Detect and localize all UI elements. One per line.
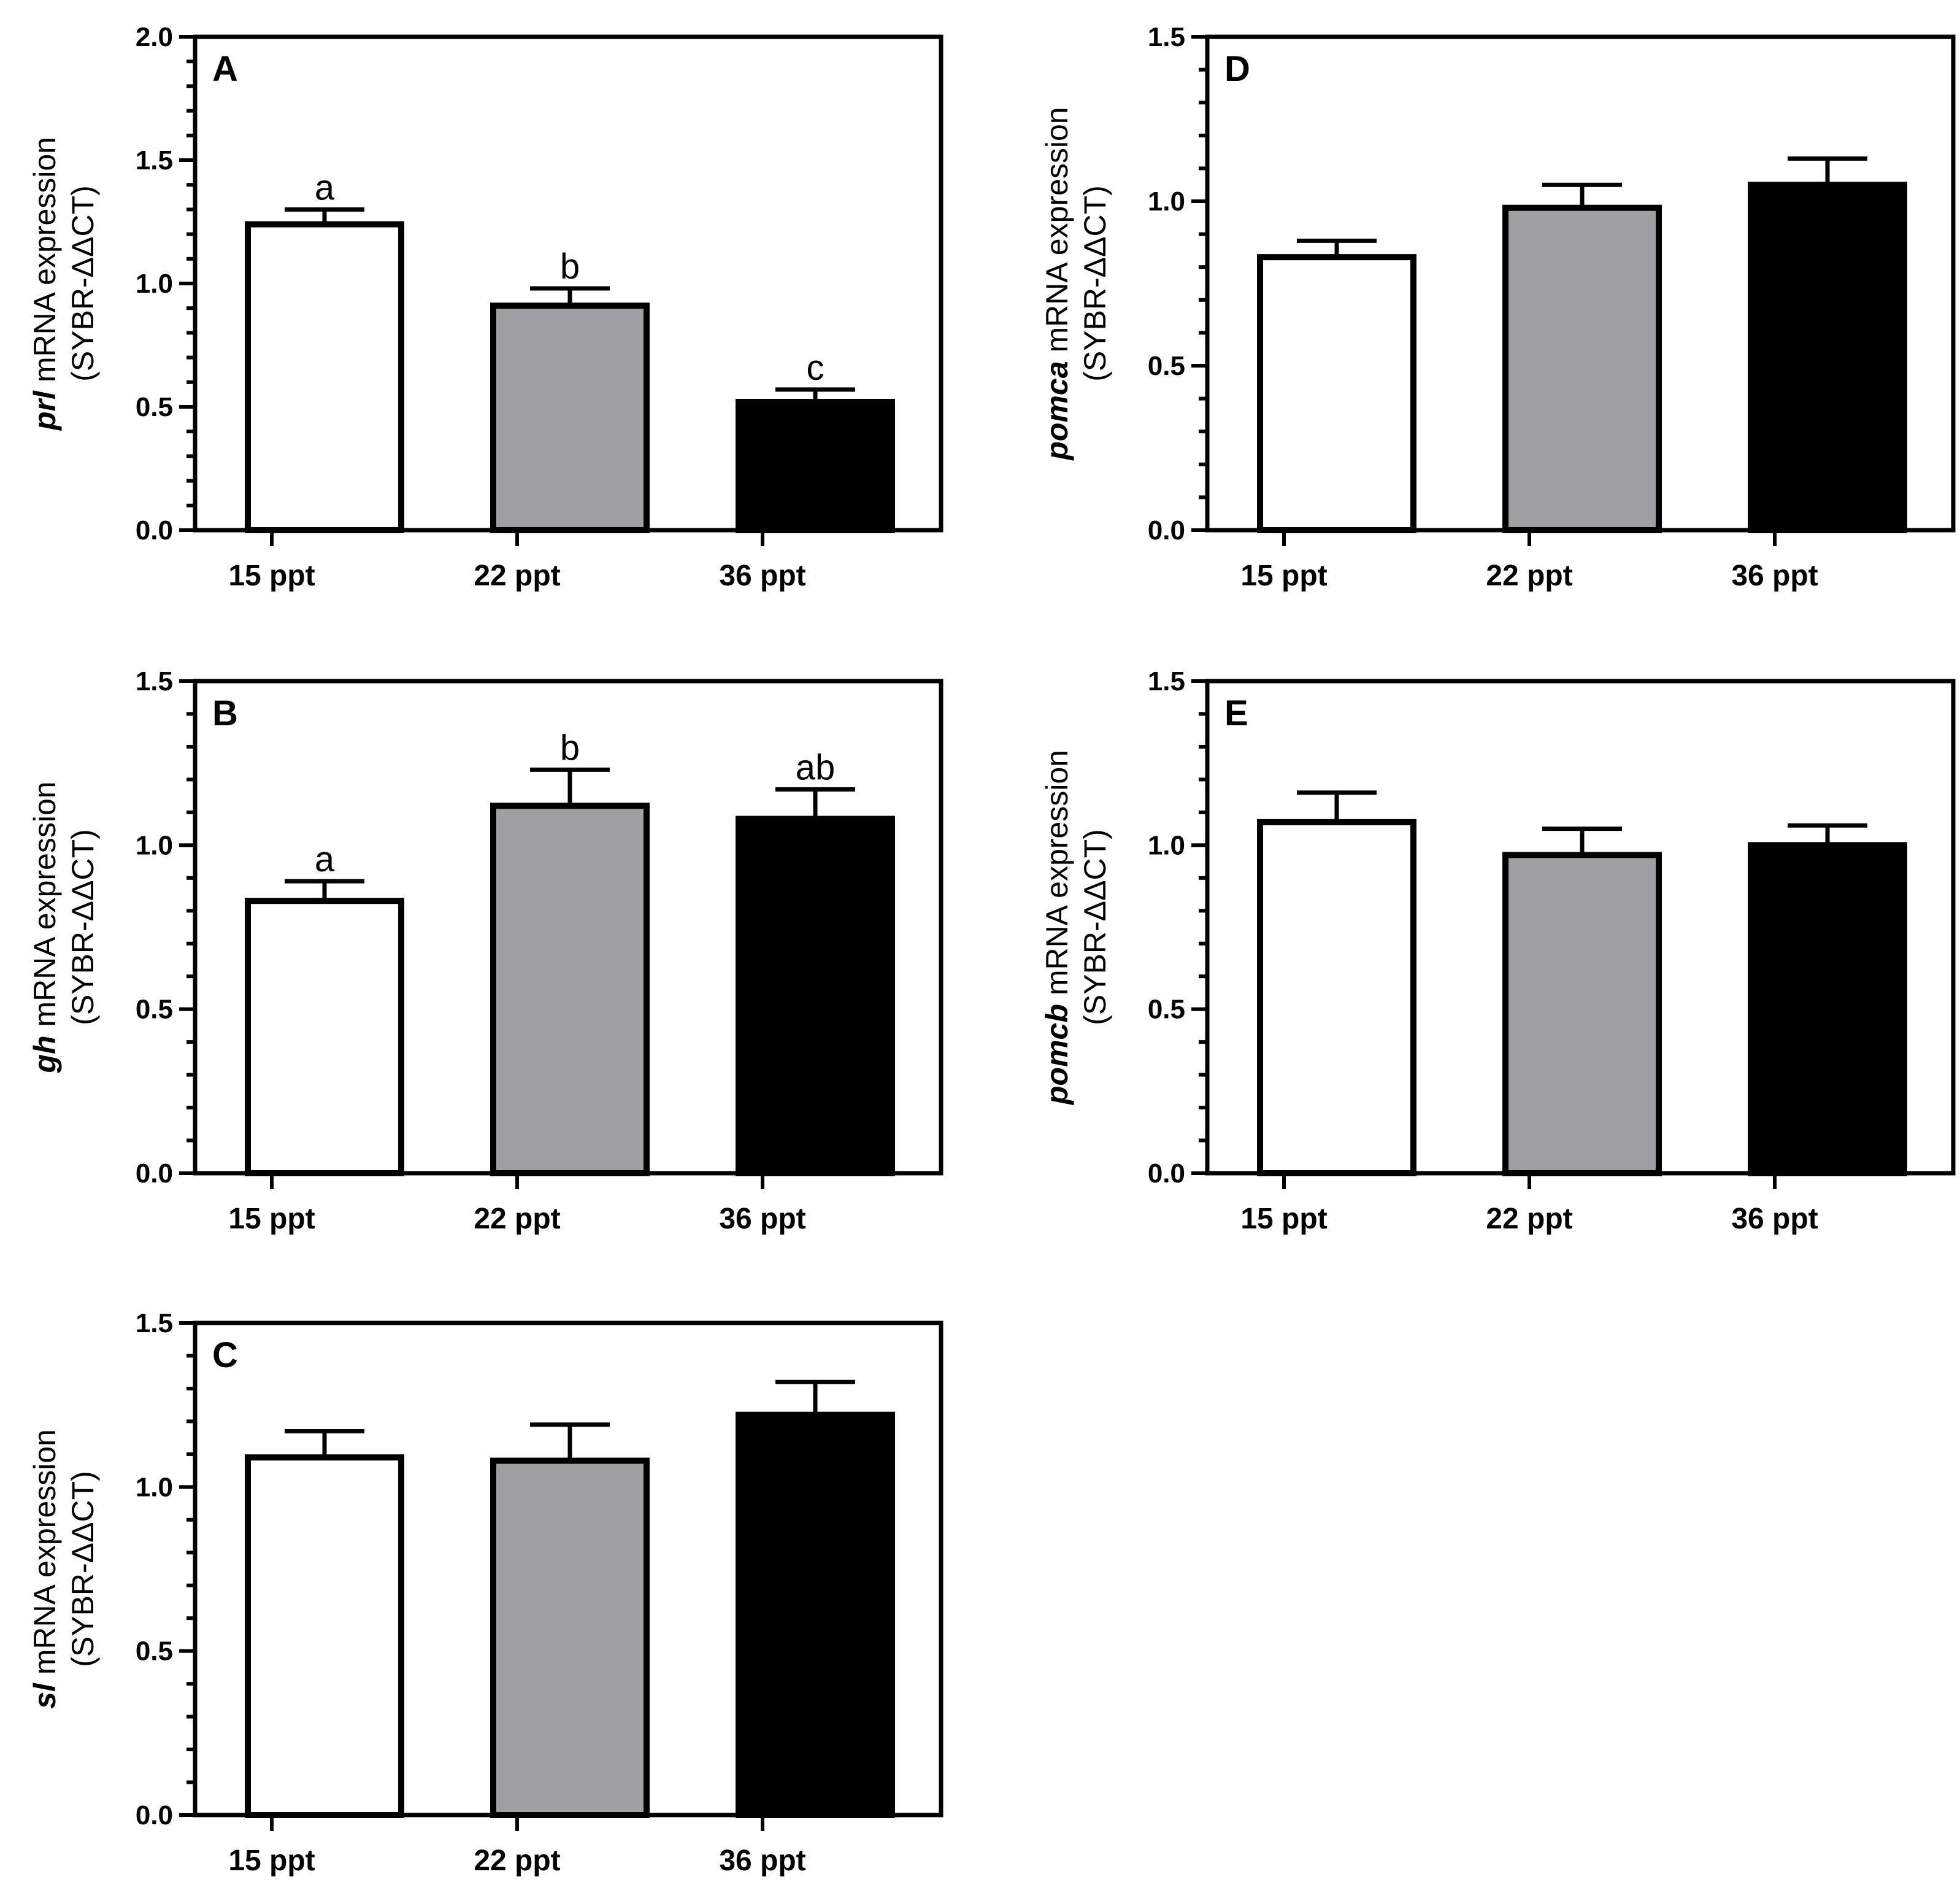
y-axis-label-text: mRNA expression [28,1429,62,1683]
y-tick-label: 0.0 [1148,1158,1185,1189]
x-category-label: 22 ppt [474,1203,560,1235]
bar-22-ppt [490,803,650,1176]
significance-letter: b [560,728,580,768]
bar-22-ppt [490,303,650,533]
panel-letter: B [212,693,238,733]
y-axis-label-text: mRNA expression [28,781,62,1035]
x-category-label: 36 ppt [719,1845,805,1877]
bar-15-ppt [245,898,404,1177]
plot-frame [1205,679,1956,1176]
y-axis-label: pomca mRNA expression [1040,107,1074,461]
y-axis-label-units: (SYBR-ΔΔCT) [66,829,100,1025]
y-tick-label: 0.5 [136,1636,173,1667]
y-tick-label: 1.0 [1148,187,1185,217]
y-tick-label: 0.0 [136,1800,173,1830]
y-tick-label: 1.0 [136,830,173,860]
y-tick-label: 1.0 [136,1472,173,1502]
x-category-label: 15 ppt [228,560,315,592]
bar-22-ppt [1502,204,1662,534]
panel-letter: D [1224,49,1250,89]
gene-name: prl [28,390,62,431]
y-tick-label: 0.0 [136,1158,173,1189]
bar-36-ppt [736,815,895,1177]
x-category-label: 22 ppt [1486,1203,1572,1235]
y-axis-label-text: mRNA expression [1040,107,1074,361]
panel-letter: C [212,1335,238,1375]
x-category-label: 36 ppt [1731,560,1818,592]
panel-letter: E [1224,693,1248,733]
x-category-label: 22 ppt [474,560,560,592]
plot-frame [193,679,943,1176]
bar-15-ppt [1257,819,1416,1176]
x-category-label: 15 ppt [228,1203,315,1235]
bar-36-ppt [736,398,895,534]
y-axis-label: sl mRNA expression [28,1429,62,1709]
x-category-label: 15 ppt [228,1845,315,1877]
x-category-label: 36 ppt [719,560,805,592]
x-category-label: 22 ppt [1486,560,1572,592]
y-tick-label: 1.0 [1148,830,1185,860]
gene-name: pomca [1040,361,1074,461]
y-tick-label: 1.5 [1148,22,1185,52]
bar-36-ppt [1748,182,1907,533]
y-tick-label: 2.0 [136,22,173,52]
x-category-label: 36 ppt [1731,1203,1818,1235]
y-axis-label-text: mRNA expression [1040,750,1074,1004]
bar-36-ppt [736,1411,895,1819]
significance-letter: a [315,839,335,879]
significance-letter: ab [796,747,836,787]
y-tick-label: 1.5 [136,1308,173,1338]
x-category-label: 36 ppt [719,1203,805,1235]
gene-name: sl [28,1683,62,1709]
y-axis-label-units: (SYBR-ΔΔCT) [66,185,100,382]
x-category-label: 22 ppt [474,1845,560,1877]
y-axis-label: gh mRNA expression [28,781,62,1073]
y-tick-label: 1.5 [1148,666,1185,696]
significance-letter: a [315,168,335,207]
y-tick-label: 0.5 [136,995,173,1025]
panel-a: a b c 0.0 0.5 1.0 1.5 2.0 15 ppt 22 ppt 36 ppt Aprl… [28,22,943,592]
y-axis-label: prl mRNA expression [28,137,62,431]
y-tick-label: 0.5 [1148,995,1185,1025]
y-tick-label: 0.5 [136,392,173,422]
gene-name: pomcb [1040,1004,1074,1106]
bar-22-ppt [1502,852,1662,1176]
y-axis-label-units: (SYBR-ΔΔCT) [66,1471,100,1667]
y-tick-label: 1.0 [136,269,173,299]
y-axis-label-text: mRNA expression [28,137,62,391]
y-tick-label: 0.5 [1148,351,1185,381]
x-category-label: 15 ppt [1240,1203,1327,1235]
bar-36-ppt [1748,842,1907,1177]
y-axis-label: pomcb mRNA expression [1040,750,1074,1106]
y-tick-label: 1.5 [136,145,173,175]
significance-letter: b [560,247,580,287]
bar-22-ppt [490,1457,650,1819]
significance-letter: c [807,348,824,388]
panel-c: 0.0 0.5 1.0 1.5 15 ppt 22 ppt 36 ppt Csl mRNA e… [28,1308,943,1877]
y-axis-label-units: (SYBR-ΔΔCT) [1078,829,1112,1025]
y-tick-label: 1.5 [136,666,173,696]
bar-15-ppt [245,1454,404,1819]
x-category-label: 15 ppt [1240,560,1327,592]
bar-15-ppt [1257,254,1416,533]
y-tick-label: 0.0 [1148,515,1185,545]
plot-frame [1205,34,1956,533]
plot-frame [193,1320,943,1818]
panel-letter: A [212,49,238,89]
gene-name: gh [28,1035,62,1073]
bar-15-ppt [245,221,404,533]
y-tick-label: 0.0 [136,515,173,545]
y-axis-label-units: (SYBR-ΔΔCT) [1078,185,1112,382]
